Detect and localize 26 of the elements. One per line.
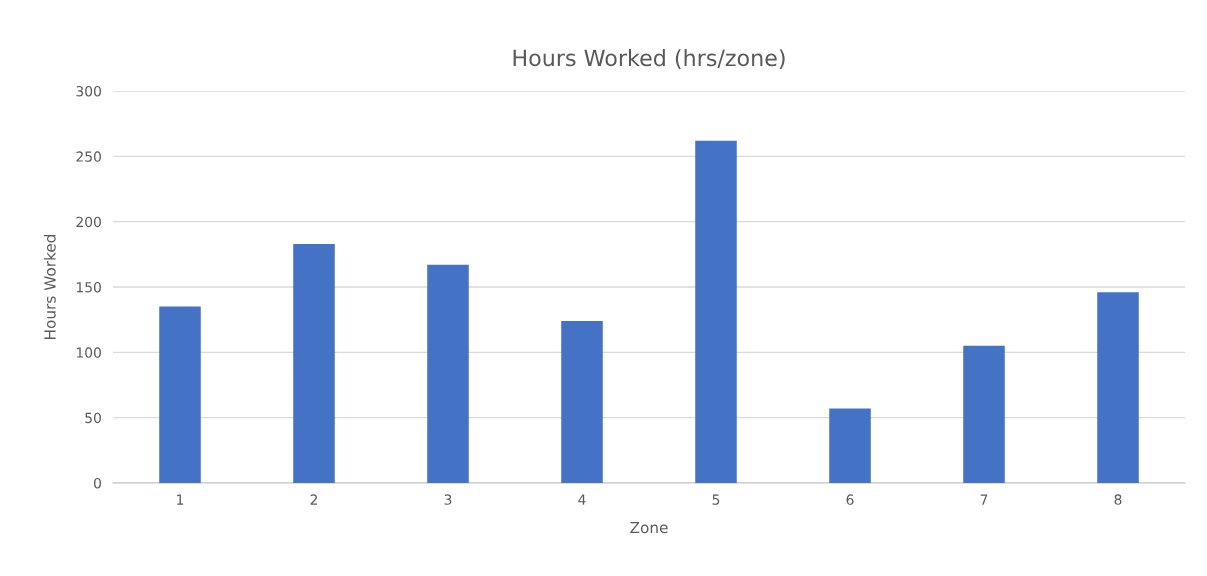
y-tick-label: 250 xyxy=(76,151,101,162)
bar xyxy=(427,264,469,483)
y-tick-label: 200 xyxy=(76,216,101,228)
x-tick-label: 3 xyxy=(444,494,452,505)
x-tick-label: 8 xyxy=(1114,494,1122,505)
y-tick-label: 100 xyxy=(76,347,101,358)
x-tick-label: 2 xyxy=(310,494,318,505)
x-tick-label: 7 xyxy=(980,494,988,505)
x-tick-label: 5 xyxy=(712,494,720,505)
y-tick-label: 150 xyxy=(76,281,101,293)
y-tick-label: 50 xyxy=(85,412,101,424)
bar xyxy=(159,306,201,483)
y-tick-label: 300 xyxy=(76,85,101,97)
y-axis-title: Hours Worked xyxy=(43,234,56,339)
bar xyxy=(695,140,737,483)
bar xyxy=(829,408,871,483)
x-tick-label: 6 xyxy=(846,494,854,505)
bar xyxy=(1097,292,1139,483)
bar xyxy=(963,345,1005,483)
y-tick-label: 0 xyxy=(93,477,101,489)
bar xyxy=(561,320,603,483)
chart-title: Hours Worked (hrs/zone) xyxy=(513,49,785,69)
x-tick-label: 4 xyxy=(578,494,586,505)
bar xyxy=(293,243,335,483)
x-axis-title: Zone xyxy=(630,521,668,534)
x-tick-label: 1 xyxy=(177,494,184,505)
